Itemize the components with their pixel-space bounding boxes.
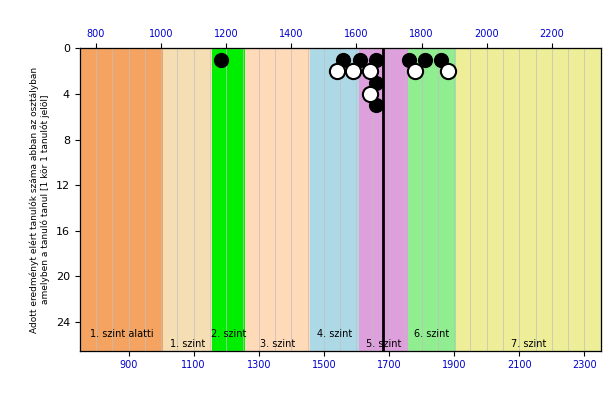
Bar [164,48,212,351]
Bar [310,48,359,351]
Bar [245,48,310,351]
Text: 3. szint: 3. szint [260,339,295,349]
Point [216,56,226,63]
Bar [212,48,245,351]
Point [338,56,348,63]
Bar [359,48,408,351]
Point [420,56,430,63]
Point [355,56,365,63]
Point [371,56,381,63]
Bar [408,48,457,351]
Point [404,56,414,63]
Point [348,68,358,75]
Point [332,68,342,75]
Text: 4. szint: 4. szint [317,329,352,339]
Point [365,91,375,97]
Text: 6. szint: 6. szint [414,329,450,339]
Point [410,68,420,75]
Text: 1. szint: 1. szint [170,339,205,349]
Y-axis label: Adott eredményt elért tanulók száma abban az osztályban
amelyben a tanuló tanul : Adott eredményt elért tanulók száma abba… [29,66,50,332]
Text: 2. szint: 2. szint [211,329,246,339]
Point [443,68,452,75]
Point [365,68,375,75]
Bar [80,48,164,351]
Text: 5. szint: 5. szint [365,339,401,349]
Point [371,79,381,86]
Text: 1. szint alatti: 1. szint alatti [89,329,153,339]
Bar [457,48,601,351]
Point [371,102,381,109]
Point [436,56,446,63]
Text: 7. szint: 7. szint [511,339,546,349]
